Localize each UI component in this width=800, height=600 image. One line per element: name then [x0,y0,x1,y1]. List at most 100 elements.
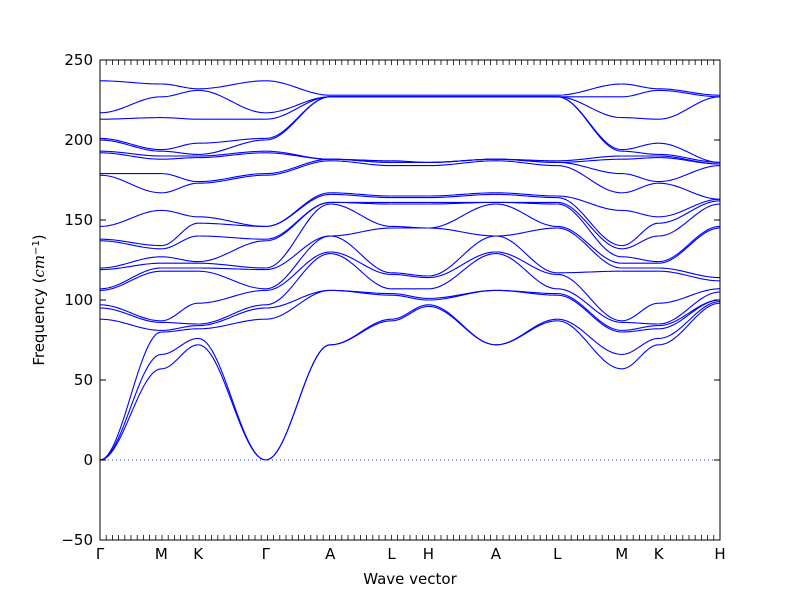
band-line-seg11-branch17 [658,155,721,165]
band-line-seg4-branch7 [265,235,331,290]
band-line-seg1-branch5 [99,307,162,323]
y-tick-label: 250 [64,51,93,69]
band-line-seg3-branch6 [198,289,266,304]
band-line-seg4-branch11 [265,201,331,240]
band-line-seg2-branch2 [161,337,199,355]
band-line-seg2-branch11 [161,235,199,250]
x-tick-label: Γ [96,545,105,563]
band-line-seg7-branch7 [428,235,496,277]
band-line-seg9-branch7 [557,270,622,274]
band-line-seg1-branch8 [99,267,162,290]
band-line-seg4-branch6 [265,251,331,291]
y-axis-title-unit: cm [30,255,48,278]
band-line-seg9-branch3 [557,294,622,333]
band-line-seg8-branch9 [495,203,558,227]
band-line-seg10-branch11 [621,235,659,250]
x-tick-label: M [615,545,628,563]
band-line-seg4-branch5 [265,253,331,306]
band-line-seg6-branch2 [391,304,429,320]
band-line-seg6-branch7 [391,272,429,277]
band-line-seg3-branch11 [198,235,266,240]
band-line-seg2-branch16 [161,157,199,160]
band-line-seg8-branch5 [495,253,558,290]
band-line-seg2-branch21 [161,89,199,98]
band-line-seg11-branch10 [658,225,721,263]
band-line-seg10-branch21 [621,89,659,98]
band-line-seg9-branch1 [557,320,622,370]
band-line-seg1-branch7 [99,270,162,291]
band-line-seg11-branch7 [658,270,721,282]
band-line-seg4-branch17 [265,150,331,160]
band-line-seg2-branch20 [161,117,199,120]
band-line-seg1-branch10 [99,256,162,269]
band-line-seg7-branch9 [428,203,496,229]
band-line-seg2-branch10 [161,256,199,263]
band-line-seg11-branch5 [658,291,721,325]
x-tick-label: K [193,545,204,563]
band-line-seg3-branch16 [198,152,266,159]
band-line-seg11-branch14 [658,182,721,200]
band-line-seg2-branch14 [161,182,199,194]
band-line-seg2-branch19 [161,142,199,151]
band-line-seg1-branch19 [99,137,162,151]
band-line-seg10-branch5 [621,321,659,325]
band-line-seg7-branch2 [428,304,496,346]
band-line-seg6-branch6 [391,273,429,279]
band-line-seg4-branch14 [265,160,331,176]
band-line-seg4-branch22 [265,80,331,96]
x-tick-label: A [325,545,336,563]
band-line-seg11-branch8 [658,267,721,279]
band-line-seg2-branch18 [161,150,199,155]
y-axis-title-exponent: −1 [31,240,42,255]
band-line-seg5-branch4 [330,289,392,295]
band-line-seg9-branch19 [557,96,622,151]
band-line-seg1-branch2 [99,353,162,461]
plot-area [99,80,721,461]
band-line-seg3-branch4 [198,307,266,327]
band-line-seg4-branch13 [265,192,331,227]
band-line-seg9-branch4 [557,293,622,331]
band-line-seg8-branch4 [495,289,558,295]
band-line-seg9-branch5 [557,288,622,323]
band-line-seg4-branch9 [265,203,331,269]
band-line-seg11-branch6 [658,288,721,304]
band-line-seg3-branch21 [198,89,266,114]
y-axis-title-suffix: ) [30,234,48,240]
band-line-seg11-branch21 [658,89,721,98]
x-tick-label: M [155,545,168,563]
x-tick-label: Γ [262,545,271,563]
band-line-seg10-branch18 [621,150,659,155]
band-line-seg11-branch2 [658,301,721,339]
band-line-seg8-branch6 [495,251,558,275]
band-line-seg5-branch7 [330,235,392,274]
y-tick-label: 0 [83,451,93,469]
band-line-seg3-branch15 [198,173,266,183]
x-tick-label: H [714,545,725,563]
band-line-seg8-branch7 [495,235,558,274]
band-line-seg11-branch9 [658,227,721,264]
band-line-seg3-branch10 [198,240,266,263]
band-line-seg6-branch9 [391,225,429,229]
band-line-seg3-branch9 [198,262,266,269]
x-tick-label: L [387,545,396,563]
band-line-seg5-branch6 [330,251,392,275]
band-line-seg10-branch20 [621,117,659,120]
band-line-seg2-branch12 [161,222,199,247]
x-tick-label: H [423,545,434,563]
band-line-seg8-branch13 [495,192,558,197]
band-line-seg3-branch22 [198,80,266,90]
band-line-seg7-branch14 [428,160,496,167]
y-tick-label: 100 [64,291,93,309]
band-line-seg5-branch2 [330,318,392,346]
band-line-seg8-branch8 [495,227,558,237]
band-line-seg9-branch10 [557,203,622,258]
band-line-seg9-branch16 [557,158,622,163]
band-line-seg11-branch1 [658,302,721,346]
x-tick-label: A [491,545,502,563]
band-line-seg1-branch21 [99,96,162,114]
band-line-seg10-branch6 [621,302,659,322]
band-line-seg4-branch2 [265,344,331,461]
